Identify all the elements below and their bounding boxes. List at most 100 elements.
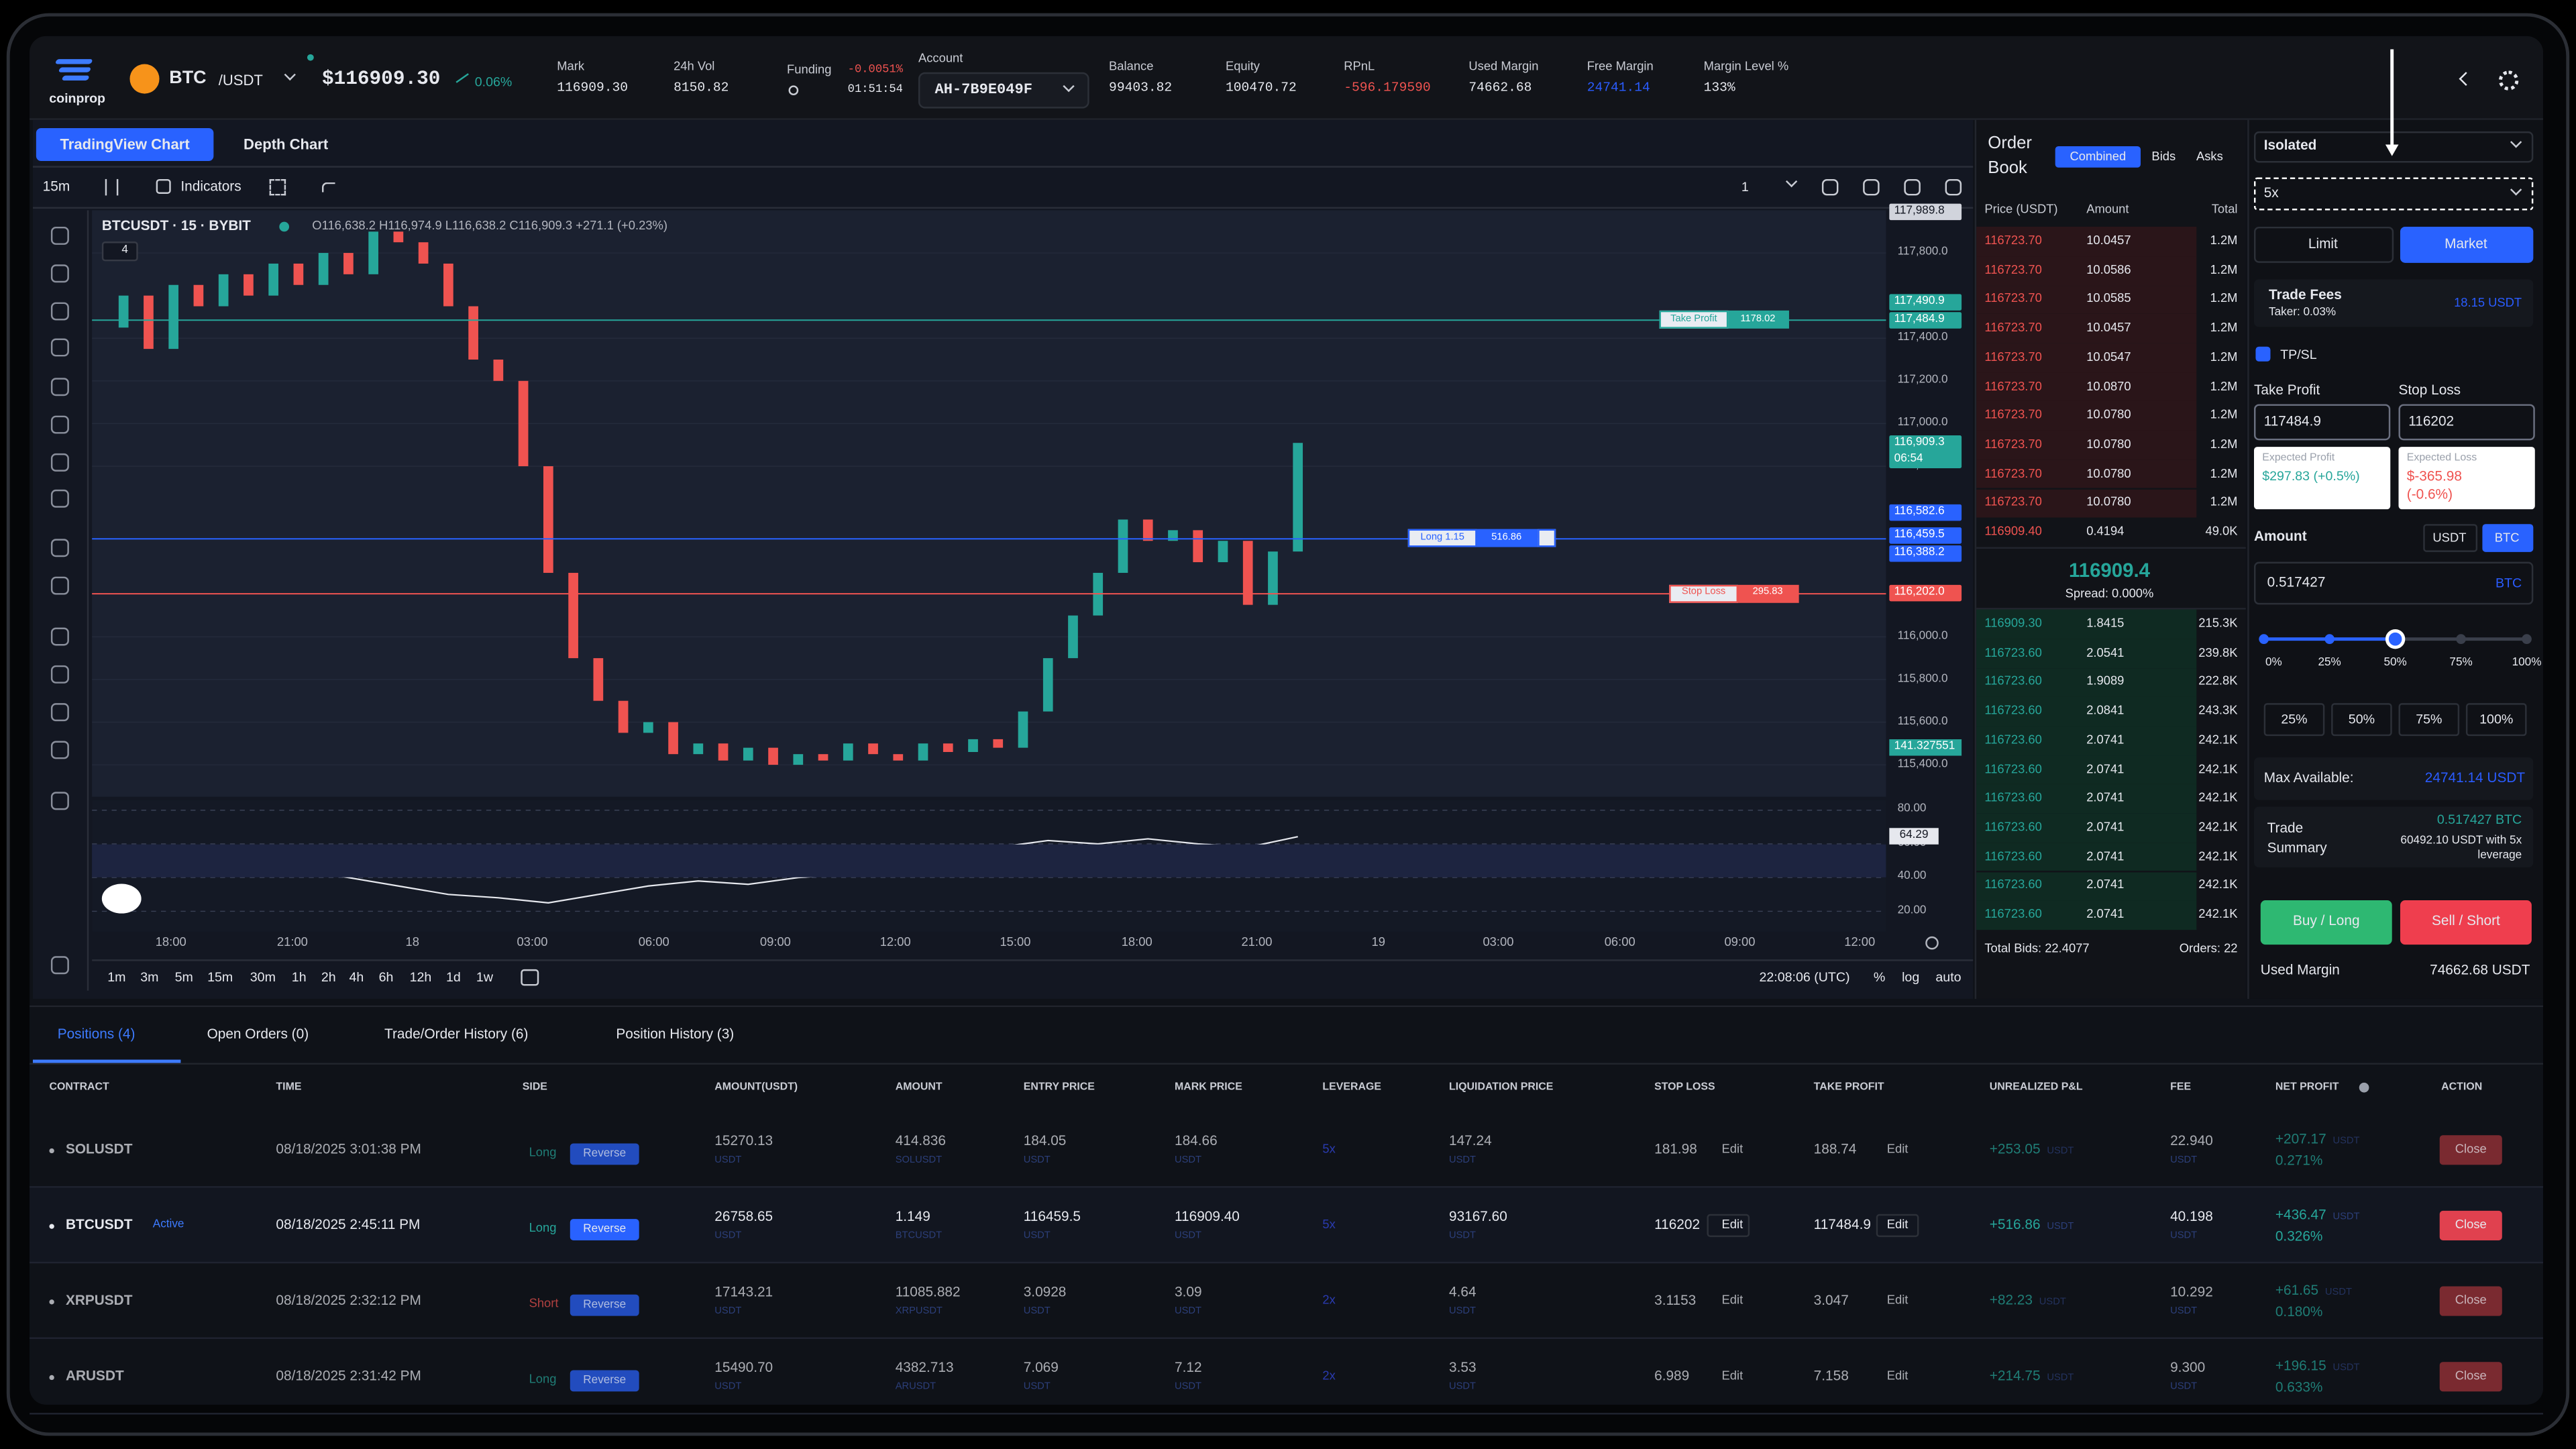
tab-active[interactable]: [36, 128, 214, 162]
order-label-box[interactable]: [1669, 584, 1739, 603]
interval-option[interactable]: 2h: [321, 969, 336, 985]
reverse-button[interactable]: [570, 1143, 639, 1165]
tool-icon[interactable]: [50, 956, 69, 975]
unit-toggle[interactable]: [2423, 524, 2478, 552]
chart-tab[interactable]: Depth Chart: [244, 136, 329, 153]
settings-button[interactable]: [2498, 70, 2519, 91]
tool-icon[interactable]: [50, 741, 69, 759]
ob-tab[interactable]: Combined: [2070, 149, 2127, 164]
edit-button[interactable]: Edit: [1721, 1292, 1743, 1307]
sell-label[interactable]: Sell / Short: [2432, 912, 2500, 928]
tool-icon[interactable]: [50, 302, 69, 321]
positions-tab[interactable]: Trade/Order History (6): [384, 1025, 529, 1042]
reverse-button[interactable]: [570, 1294, 639, 1316]
toolbar-icon[interactable]: [1945, 178, 1962, 196]
unit-toggle-active[interactable]: [2482, 524, 2534, 552]
tool-icon[interactable]: [50, 703, 69, 722]
tool-icon[interactable]: [50, 264, 69, 283]
tool-icon[interactable]: [50, 576, 69, 595]
reverse-button[interactable]: [570, 1219, 639, 1240]
tool-icon[interactable]: [50, 627, 69, 646]
axis-settings[interactable]: [1925, 936, 1939, 950]
interval-option[interactable]: 12h: [409, 969, 432, 985]
edit-button[interactable]: Edit: [1721, 1216, 1743, 1232]
interval-option[interactable]: 30m: [250, 969, 276, 985]
positions-tab[interactable]: Position History (3): [616, 1025, 735, 1042]
preset-button[interactable]: [2331, 703, 2392, 737]
contract[interactable]: XRPUSDT: [65, 1291, 133, 1308]
buy-button[interactable]: [2260, 900, 2392, 945]
ob-tab[interactable]: Asks: [2196, 149, 2223, 164]
tool-icon[interactable]: [50, 539, 69, 557]
preset-button[interactable]: [2398, 703, 2460, 737]
undo-icon[interactable]: [322, 182, 335, 193]
ob-tab-active[interactable]: [2055, 146, 2141, 168]
interval-option[interactable]: 5m: [174, 969, 193, 985]
quote[interactable]: /USDT: [218, 72, 263, 89]
edit-button[interactable]: Edit: [1886, 1141, 1909, 1157]
edit-button[interactable]: Edit: [1886, 1216, 1909, 1232]
edit-button[interactable]: Edit: [1721, 1368, 1743, 1383]
sl-input[interactable]: [2398, 404, 2535, 441]
order-type-tab[interactable]: [2400, 226, 2534, 263]
close-label[interactable]: Close: [2455, 1141, 2487, 1157]
close-button[interactable]: [2439, 1286, 2502, 1316]
tool-icon[interactable]: [50, 226, 69, 245]
templates-icon[interactable]: [269, 178, 286, 196]
contract[interactable]: ARUSDT: [65, 1366, 124, 1384]
symbol[interactable]: BTC: [169, 68, 207, 89]
close-label[interactable]: Close: [2455, 1216, 2487, 1232]
positions-tab[interactable]: Open Orders (0): [207, 1025, 309, 1042]
contract[interactable]: BTCUSDT: [65, 1216, 133, 1233]
tp-input[interactable]: [2254, 404, 2391, 441]
tool-icon[interactable]: [50, 453, 69, 472]
positions-tab[interactable]: Positions (4): [57, 1025, 136, 1042]
tool-icon[interactable]: [50, 665, 69, 684]
leverage-select[interactable]: [2254, 177, 2534, 211]
toolbar-icon[interactable]: [1821, 178, 1839, 196]
edit-box[interactable]: [1707, 1214, 1750, 1238]
tool-icon[interactable]: [50, 378, 69, 396]
chart-tab[interactable]: TradingView Chart: [60, 136, 190, 153]
edit-button[interactable]: Edit: [1721, 1141, 1743, 1157]
edit-button[interactable]: Edit: [1886, 1368, 1909, 1383]
edit-box[interactable]: [1876, 1214, 1919, 1238]
close-label[interactable]: Close: [2455, 1292, 2487, 1307]
contract[interactable]: SOLUSDT: [65, 1140, 133, 1157]
toolbar-icon[interactable]: [1863, 178, 1880, 196]
close-label[interactable]: Close: [2455, 1368, 2487, 1383]
date-range-icon[interactable]: [521, 969, 539, 986]
margin-mode-select[interactable]: [2254, 131, 2534, 163]
reverse-button[interactable]: [570, 1370, 639, 1392]
amount-input[interactable]: [2254, 561, 2534, 605]
account-select[interactable]: [918, 72, 1089, 109]
interval-option[interactable]: 6h: [378, 969, 394, 985]
preset-button[interactable]: [2465, 703, 2527, 737]
close-button[interactable]: [2439, 1210, 2502, 1240]
tool-icon[interactable]: [50, 489, 69, 508]
buy-label[interactable]: Buy / Long: [2292, 912, 2360, 928]
close-button[interactable]: [2439, 1362, 2502, 1392]
tool-icon[interactable]: [50, 338, 69, 357]
order-cancel[interactable]: [1538, 529, 1556, 548]
candle-type-icon[interactable]: [105, 178, 119, 196]
interval-option[interactable]: 1w: [476, 969, 493, 985]
interval-option[interactable]: 3m: [140, 969, 159, 985]
indicators-button[interactable]: Indicators: [180, 177, 241, 195]
scale-option[interactable]: log: [1902, 969, 1920, 985]
interval-button[interactable]: 15m: [42, 177, 70, 195]
tool-icon[interactable]: [50, 415, 69, 434]
scale-option[interactable]: auto: [1935, 969, 1962, 985]
interval-option[interactable]: 1m: [107, 969, 126, 985]
order-type-tab[interactable]: [2254, 226, 2394, 263]
interval-option[interactable]: 4h: [349, 969, 364, 985]
close-button[interactable]: [2439, 1135, 2502, 1165]
order-label-box[interactable]: [1659, 311, 1729, 329]
interval-option[interactable]: 1d: [446, 969, 461, 985]
interval-option[interactable]: 1h: [291, 969, 307, 985]
tpsl-checkbox[interactable]: [2255, 346, 2271, 362]
scale-option[interactable]: %: [1873, 969, 1886, 985]
toolbar-icon[interactable]: [1904, 178, 1921, 196]
layout-count[interactable]: 1: [1741, 179, 1749, 195]
legend-toggle[interactable]: [101, 241, 138, 262]
